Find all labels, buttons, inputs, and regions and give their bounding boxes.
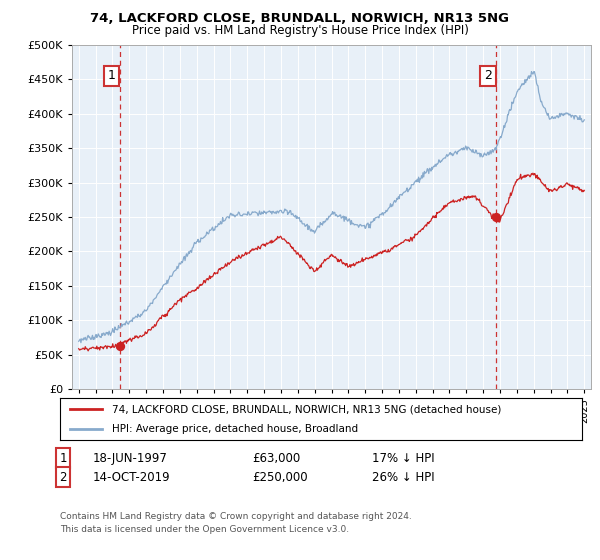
Text: 2: 2 <box>484 69 492 82</box>
Text: 18-JUN-1997: 18-JUN-1997 <box>93 451 168 465</box>
Text: 74, LACKFORD CLOSE, BRUNDALL, NORWICH, NR13 5NG: 74, LACKFORD CLOSE, BRUNDALL, NORWICH, N… <box>91 12 509 25</box>
Text: Contains HM Land Registry data © Crown copyright and database right 2024.
This d: Contains HM Land Registry data © Crown c… <box>60 512 412 534</box>
Text: 26% ↓ HPI: 26% ↓ HPI <box>372 470 434 484</box>
Text: Price paid vs. HM Land Registry's House Price Index (HPI): Price paid vs. HM Land Registry's House … <box>131 24 469 36</box>
Point <box>491 213 501 222</box>
Text: 1: 1 <box>59 451 67 465</box>
Text: 2: 2 <box>59 470 67 484</box>
Text: 17% ↓ HPI: 17% ↓ HPI <box>372 451 434 465</box>
Text: £250,000: £250,000 <box>252 470 308 484</box>
Text: 14-OCT-2019: 14-OCT-2019 <box>93 470 170 484</box>
Text: £63,000: £63,000 <box>252 451 300 465</box>
Text: 74, LACKFORD CLOSE, BRUNDALL, NORWICH, NR13 5NG (detached house): 74, LACKFORD CLOSE, BRUNDALL, NORWICH, N… <box>112 404 502 414</box>
Point <box>115 342 125 351</box>
Text: HPI: Average price, detached house, Broadland: HPI: Average price, detached house, Broa… <box>112 424 358 434</box>
Text: 1: 1 <box>108 69 116 82</box>
